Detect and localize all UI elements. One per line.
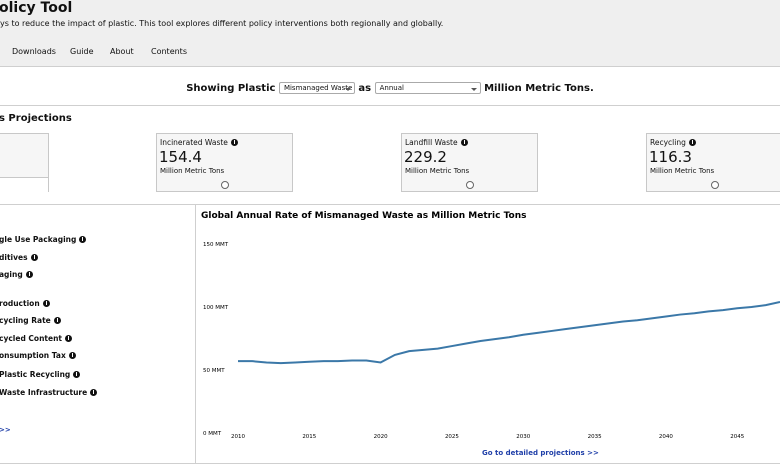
policy-name: ditives (0, 253, 28, 262)
policy-item[interactable]: roduction (0, 299, 50, 308)
policy-name: Plastic Recycling (0, 370, 71, 379)
nav-item[interactable]: About (110, 47, 134, 56)
policy-item[interactable]: onsumption Tax (0, 351, 76, 360)
card-value: 154.4 (159, 148, 202, 166)
info-icon (30, 254, 38, 261)
info-icon (65, 335, 73, 342)
x-tick-label: 2040 (659, 434, 673, 440)
radio[interactable] (221, 181, 229, 189)
app-title: olicy Tool (0, 0, 73, 16)
nav-item[interactable]: Downloads (12, 47, 56, 56)
selector-joiner: as (358, 83, 372, 94)
radio[interactable] (466, 181, 474, 189)
app-description: ys to reduce the impact of plastic. This… (0, 19, 444, 28)
selector-suffix: Million Metric Tons. (484, 83, 594, 94)
y-tick-label: 150 MMT (203, 242, 229, 248)
policy-name: Waste Infrastructure (0, 388, 88, 397)
info-icon (25, 271, 33, 278)
policy-name: onsumption Tax (0, 351, 66, 360)
policy-item[interactable]: Plastic Recycling (0, 370, 81, 379)
policy-item[interactable]: aging (0, 270, 33, 279)
policy-name: cycling Rate (0, 316, 51, 325)
x-tick-label: 2015 (302, 434, 316, 440)
policy-name: roduction (0, 299, 40, 308)
y-tick-label: 100 MMT (203, 305, 229, 311)
card-title: Recycling (650, 138, 686, 147)
card: Landfill Waste 229.2 Million Metric Tons (401, 133, 538, 192)
card-title: Incinerated Waste (160, 138, 228, 147)
policy-name: cycled Content (0, 334, 63, 343)
nav-item[interactable]: Contents (151, 47, 187, 56)
divider (0, 204, 780, 205)
info-icon (688, 139, 696, 146)
divider (0, 463, 780, 464)
card-value: 229.2 (404, 148, 447, 166)
info-icon (460, 139, 468, 146)
card-title-row: Landfill Waste (405, 138, 468, 147)
chart-title: Global Annual Rate of Mismanaged Waste a… (201, 211, 527, 221)
info-icon (68, 352, 76, 359)
x-tick-label: 2010 (231, 434, 245, 440)
x-tick-label: 2045 (730, 434, 744, 440)
metric-dropdown[interactable]: Mismanaged Waste (278, 82, 355, 94)
card (0, 133, 49, 193)
policy-item[interactable]: Waste Infrastructure (0, 388, 98, 397)
info-icon (230, 139, 238, 146)
y-tick-label: 50 MMT (203, 368, 225, 374)
chart-link[interactable]: Go to detailed projections >> (482, 449, 599, 457)
divider (0, 105, 780, 106)
radio[interactable] (711, 181, 719, 189)
divider (195, 205, 196, 463)
data-line (238, 300, 780, 365)
card-value: 116.3 (649, 148, 692, 166)
card-unit: Million Metric Tons (650, 167, 715, 175)
y-tick-label: 0 MMT (203, 431, 222, 437)
policy-name: gle Use Packaging (0, 235, 77, 244)
policy-item[interactable]: gle Use Packaging (0, 235, 87, 244)
info-icon (42, 300, 50, 307)
x-tick-label: 2020 (374, 434, 388, 440)
selector-prefix: Showing Plastic (186, 83, 276, 94)
chart: Global Annual Rate of Mismanaged Waste a… (201, 211, 780, 440)
info-icon (73, 371, 81, 378)
projections-heading: s Projections (0, 113, 72, 124)
card-title: Landfill Waste (405, 138, 458, 147)
policy-name: aging (0, 270, 23, 279)
card-title-row: Recycling (650, 138, 696, 147)
policies-link[interactable]: >> (0, 426, 11, 434)
card-title-row: Incinerated Waste (160, 138, 238, 147)
selector-bar: Showing Plastic Mismanaged Waste as Annu… (0, 82, 780, 94)
policy-item[interactable]: cycled Content (0, 334, 73, 343)
nav-item[interactable]: Guide (70, 47, 94, 56)
x-tick-label: 2030 (516, 434, 530, 440)
card-unit: Million Metric Tons (160, 167, 225, 175)
policy-item[interactable]: cycling Rate (0, 316, 61, 325)
info-icon (90, 389, 98, 396)
info-icon (79, 236, 87, 243)
mode-dropdown[interactable]: Annual (374, 82, 481, 94)
x-tick-label: 2035 (588, 434, 602, 440)
info-icon (53, 317, 61, 324)
x-tick-label: 2025 (445, 434, 459, 440)
card-unit: Million Metric Tons (405, 167, 470, 175)
header (0, 0, 780, 67)
card: Incinerated Waste 154.4 Million Metric Ton… (156, 133, 293, 192)
policy-item[interactable]: ditives (0, 253, 38, 262)
card: Recycling 116.3 Million Metric Tons (646, 133, 780, 192)
card-input (0, 177, 48, 193)
